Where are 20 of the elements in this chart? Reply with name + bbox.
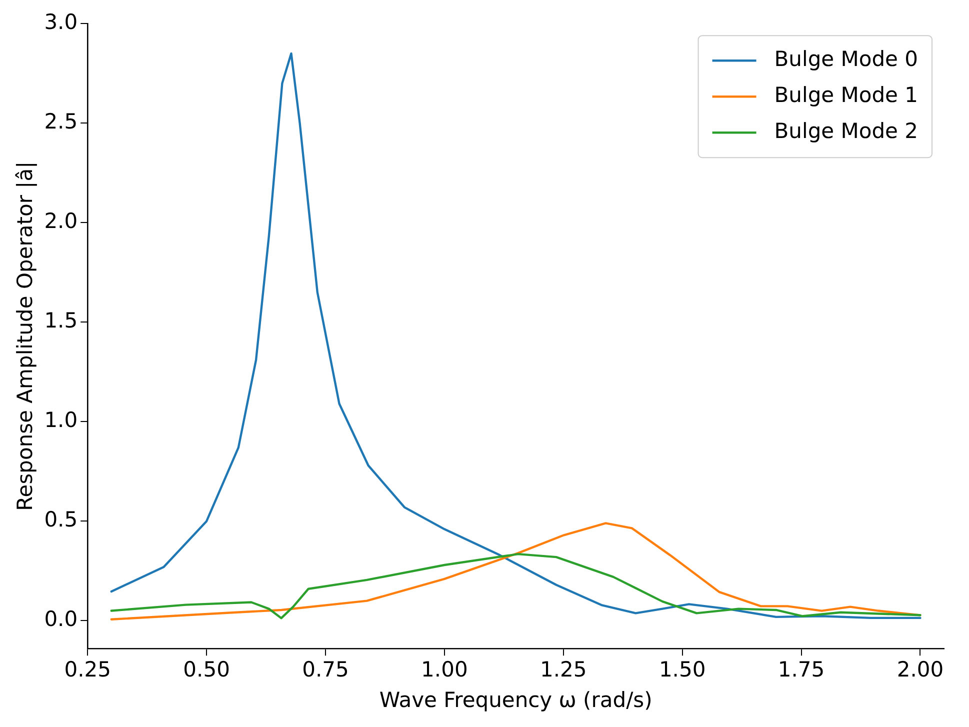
x-tick-label: 1.75 bbox=[778, 658, 825, 682]
y-tick-label: 2.5 bbox=[44, 110, 78, 134]
x-tick-label: 2.00 bbox=[896, 658, 944, 682]
x-tick-label: 1.25 bbox=[540, 658, 587, 682]
y-tick-label: 1.5 bbox=[44, 308, 78, 333]
y-tick-label: 0.0 bbox=[44, 607, 78, 632]
x-axis-title: Wave Frequency ω (rad/s) bbox=[379, 688, 652, 712]
y-tick-label: 2.0 bbox=[44, 209, 78, 234]
legend-label: Bulge Mode 1 bbox=[774, 83, 918, 108]
legend-label: Bulge Mode 0 bbox=[774, 47, 918, 72]
y-tick-label: 1.0 bbox=[44, 408, 78, 432]
legend-label: Bulge Mode 2 bbox=[774, 119, 918, 144]
x-tick-label: 0.75 bbox=[302, 658, 349, 682]
x-tick-label: 1.50 bbox=[658, 658, 706, 682]
x-tick-label: 0.25 bbox=[64, 658, 111, 682]
y-tick-label: 3.0 bbox=[44, 10, 78, 34]
y-tick-label: 0.5 bbox=[44, 508, 78, 532]
y-axis-title: Response Amplitude Operator |â| bbox=[13, 161, 38, 511]
x-tick-label: 1.00 bbox=[421, 658, 468, 682]
x-tick-label: 0.50 bbox=[183, 658, 230, 682]
